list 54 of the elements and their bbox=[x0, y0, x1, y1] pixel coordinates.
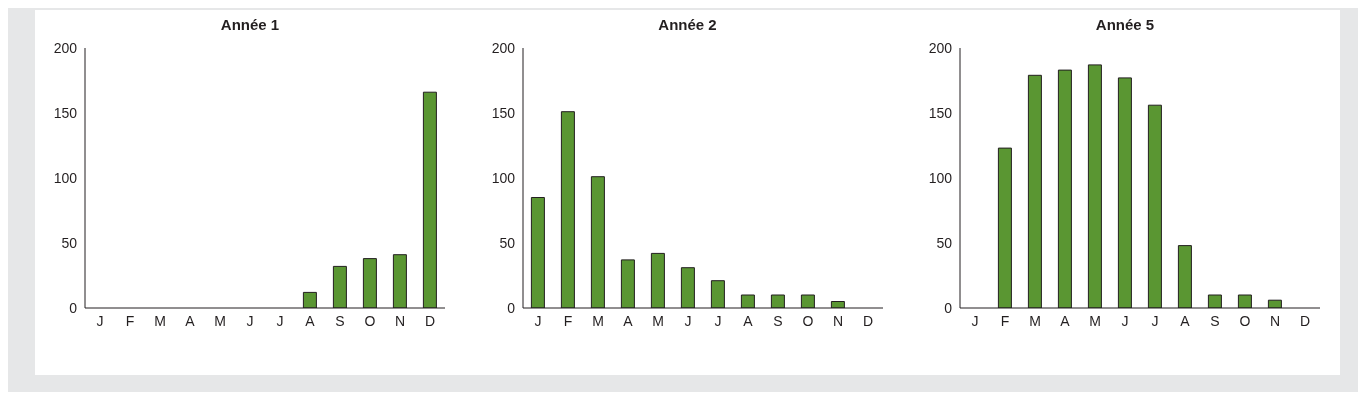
y-tick-label: 150 bbox=[928, 104, 953, 121]
y-tick-label: 50 bbox=[61, 234, 78, 251]
x-tick-label: M bbox=[154, 312, 166, 329]
x-tick-label: A bbox=[1060, 312, 1071, 329]
x-tick-label: O bbox=[1239, 312, 1251, 329]
x-tick-label: M bbox=[591, 312, 604, 329]
x-tick-label: A bbox=[305, 312, 316, 329]
x-tick-label: J bbox=[1121, 312, 1129, 329]
x-tick-label: S bbox=[335, 312, 345, 329]
y-tick-label: 100 bbox=[928, 169, 953, 186]
x-tick-label: O bbox=[802, 312, 814, 329]
chart-title: Année 2 bbox=[657, 16, 718, 35]
x-tick-label: A bbox=[742, 312, 753, 329]
x-tick-label: A bbox=[1180, 312, 1191, 329]
x-tick-label: M bbox=[214, 312, 226, 329]
x-tick-label: D bbox=[424, 312, 436, 329]
x-tick-label: J bbox=[971, 312, 979, 329]
x-tick-label: A bbox=[185, 312, 196, 329]
x-tick-label: D bbox=[862, 312, 873, 329]
x-tick-label: J bbox=[246, 312, 254, 329]
x-tick-label: F bbox=[1000, 312, 1010, 329]
y-tick-label: 0 bbox=[944, 299, 953, 316]
x-tick-label: N bbox=[394, 312, 406, 329]
y-tick-label: 200 bbox=[491, 39, 515, 56]
x-tick-label: J bbox=[96, 312, 104, 329]
chart-title: Année 5 bbox=[1094, 16, 1156, 35]
x-tick-label: F bbox=[125, 312, 135, 329]
y-tick-label: 100 bbox=[53, 169, 78, 186]
y-tick-label: 50 bbox=[936, 234, 953, 251]
x-tick-label: M bbox=[651, 312, 664, 329]
x-tick-label: J bbox=[276, 312, 284, 329]
x-tick-label: J bbox=[1151, 312, 1159, 329]
x-tick-label: F bbox=[563, 312, 572, 329]
x-tick-label: O bbox=[364, 312, 376, 329]
x-tick-label: M bbox=[1089, 312, 1101, 329]
x-tick-label: N bbox=[1269, 312, 1281, 329]
y-tick-label: 50 bbox=[498, 234, 515, 251]
x-tick-label: S bbox=[1210, 312, 1220, 329]
x-tick-label: J bbox=[714, 312, 721, 329]
x-tick-label: D bbox=[1299, 312, 1311, 329]
x-tick-label: S bbox=[772, 312, 783, 329]
y-tick-label: 0 bbox=[506, 299, 515, 316]
y-tick-label: 0 bbox=[69, 299, 78, 316]
x-tick-label: A bbox=[622, 312, 633, 329]
x-tick-label: N bbox=[832, 312, 843, 329]
x-tick-label: M bbox=[1029, 312, 1041, 329]
y-tick-label: 200 bbox=[53, 39, 78, 56]
y-tick-label: 200 bbox=[928, 39, 953, 56]
x-tick-label: J bbox=[534, 312, 541, 329]
y-tick-label: 150 bbox=[491, 104, 515, 121]
chart-title: Année 1 bbox=[219, 16, 281, 35]
y-tick-label: 100 bbox=[491, 169, 515, 186]
x-tick-label: J bbox=[684, 312, 691, 329]
y-tick-label: 150 bbox=[53, 104, 78, 121]
